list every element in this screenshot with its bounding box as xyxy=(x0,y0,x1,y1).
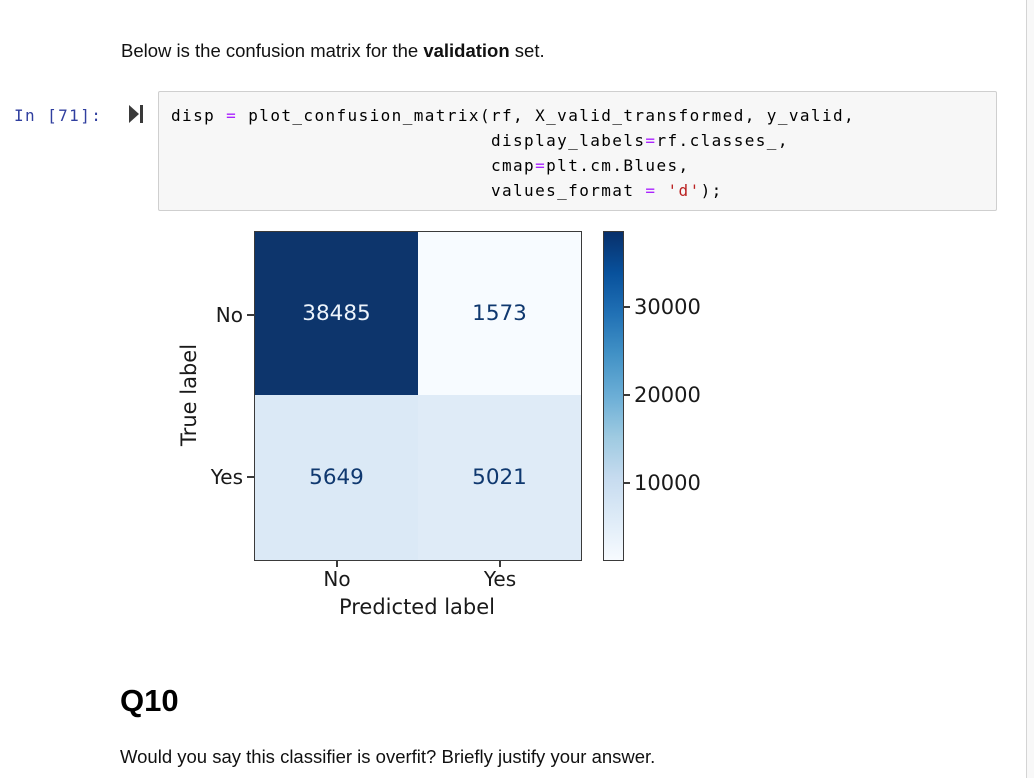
intro-text-before: Below is the confusion matrix for the xyxy=(121,40,424,61)
q10-heading: Q10 xyxy=(120,683,179,718)
markdown-intro: Below is the confusion matrix for the va… xyxy=(121,40,545,62)
colorbar-tick-mark-10000 xyxy=(624,482,630,484)
q10-question: Would you say this classifier is overfit… xyxy=(120,746,656,767)
heatmap-cell-true-yes-pred-yes: 5021 xyxy=(418,395,581,560)
x-axis-label: Predicted label xyxy=(338,595,496,619)
heatmap-cell-true-no-pred-no: 38485 xyxy=(255,232,418,395)
x-tick-mark-yes xyxy=(499,561,501,567)
code-input-area[interactable]: disp = plot_confusion_matrix(rf, X_valid… xyxy=(158,91,997,211)
scrollbar-track[interactable] xyxy=(1026,0,1034,778)
code-editor[interactable]: disp = plot_confusion_matrix(rf, X_valid… xyxy=(171,106,856,200)
x-tick-label-no: No xyxy=(323,567,351,591)
colorbar xyxy=(603,231,624,561)
y-tick-mark-no xyxy=(247,314,254,316)
intro-text-after: set. xyxy=(509,40,545,61)
run-to-bar-icon[interactable] xyxy=(129,105,144,123)
y-tick-mark-yes xyxy=(247,476,254,478)
y-axis-label: True label xyxy=(177,343,201,447)
colorbar-label-10000: 10000 xyxy=(634,471,701,495)
intro-text-bold: validation xyxy=(423,40,510,61)
colorbar-label-20000: 20000 xyxy=(634,383,701,407)
heatmap-cell-true-yes-pred-no: 5649 xyxy=(255,395,418,560)
colorbar-tick-mark-20000 xyxy=(624,394,630,396)
colorbar-label-30000: 30000 xyxy=(634,295,701,319)
cell-prompt: In [71]: xyxy=(14,106,103,125)
y-tick-label-yes: Yes xyxy=(210,465,243,489)
x-tick-label-yes: Yes xyxy=(483,567,517,591)
x-tick-mark-no xyxy=(336,561,338,567)
y-tick-label-no: No xyxy=(215,303,243,327)
colorbar-tick-mark-30000 xyxy=(624,306,630,308)
heatmap-axes: 38485 1573 5649 5021 xyxy=(254,231,582,561)
heatmap-cell-true-no-pred-yes: 1573 xyxy=(418,232,581,395)
